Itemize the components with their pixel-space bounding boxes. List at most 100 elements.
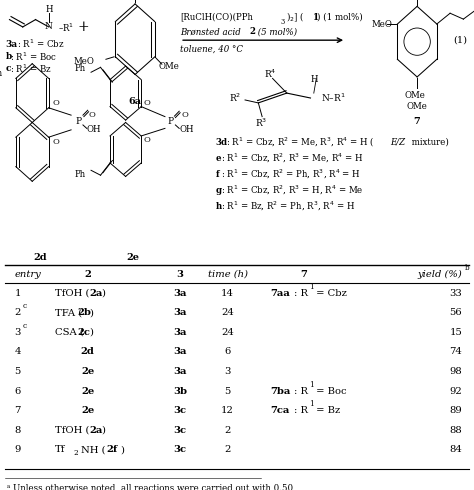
Text: OH: OH	[87, 125, 101, 134]
Text: 7: 7	[14, 406, 20, 415]
Text: 3a: 3a	[6, 40, 18, 49]
Text: h: h	[216, 202, 222, 211]
Text: –R$^1$: –R$^1$	[58, 22, 74, 34]
Text: TfOH (: TfOH (	[55, 426, 89, 435]
Text: 2: 2	[73, 449, 78, 457]
Text: ) (1 mol%): ) (1 mol%)	[317, 13, 363, 22]
Text: TfOH (: TfOH (	[55, 289, 89, 297]
Text: 2d: 2d	[34, 253, 47, 262]
Text: +: +	[77, 20, 89, 34]
Text: 2: 2	[224, 426, 231, 435]
Text: : R$^1$ = Cbz, R$^2$ = Me, R$^3$, R$^4$ = H (: : R$^1$ = Cbz, R$^2$ = Me, R$^3$, R$^4$ …	[226, 135, 374, 149]
Text: 9: 9	[14, 445, 20, 454]
Text: 89: 89	[449, 406, 462, 415]
Text: = Boc: = Boc	[313, 387, 346, 395]
Text: 33: 33	[449, 289, 462, 297]
Text: 3d: 3d	[216, 138, 228, 147]
Text: : R: : R	[294, 289, 308, 297]
Text: toluene, 40 °C: toluene, 40 °C	[180, 45, 243, 53]
Text: : R: : R	[294, 387, 308, 395]
Text: 3: 3	[177, 270, 183, 279]
Text: CSA (: CSA (	[55, 328, 83, 337]
Text: : R$^1$ = Cbz, R$^2$, R$^3$ = Me, R$^4$ = H: : R$^1$ = Cbz, R$^2$, R$^3$ = Me, R$^4$ …	[221, 152, 364, 165]
Text: P: P	[75, 117, 81, 125]
Text: Brønsted acid: Brønsted acid	[180, 27, 244, 36]
Text: 2d: 2d	[81, 347, 95, 356]
Text: H: H	[310, 75, 318, 84]
Text: OH: OH	[179, 125, 194, 134]
Text: (1): (1)	[453, 36, 467, 45]
Text: N–R$^1$: N–R$^1$	[321, 92, 346, 104]
Text: 3a: 3a	[173, 347, 187, 356]
Text: R$^3$: R$^3$	[255, 116, 267, 129]
Text: 2c: 2c	[77, 328, 90, 337]
Text: Ph: Ph	[0, 69, 2, 78]
Text: N: N	[45, 23, 53, 31]
Text: 84: 84	[449, 445, 462, 454]
Text: time (h): time (h)	[208, 270, 247, 279]
Text: entry: entry	[14, 270, 41, 279]
Text: 2: 2	[224, 445, 231, 454]
Text: 2: 2	[14, 308, 20, 317]
Text: O: O	[144, 98, 150, 107]
Text: 12: 12	[221, 406, 234, 415]
Text: 6: 6	[14, 387, 20, 395]
Text: : R: : R	[294, 406, 308, 415]
Text: : R$^1$ = Cbz: : R$^1$ = Cbz	[17, 38, 64, 50]
Text: OMe: OMe	[404, 91, 425, 100]
Text: 2f: 2f	[107, 445, 118, 454]
Text: = Bz: = Bz	[313, 406, 340, 415]
Text: NH (: NH (	[81, 445, 105, 454]
Text: 7: 7	[300, 270, 307, 279]
Text: ): )	[101, 289, 105, 297]
Text: 3a: 3a	[173, 308, 187, 317]
Text: 15: 15	[449, 328, 462, 337]
Text: R$^4$: R$^4$	[264, 67, 276, 80]
Text: b: b	[6, 52, 12, 61]
Text: 7aa: 7aa	[270, 289, 290, 297]
Text: : R$^1$ = Bz: : R$^1$ = Bz	[10, 62, 52, 75]
Text: 2e: 2e	[126, 253, 139, 262]
Text: 88: 88	[449, 426, 462, 435]
Text: OMe: OMe	[407, 102, 428, 111]
Text: MeO: MeO	[372, 20, 392, 28]
Text: 74: 74	[449, 347, 462, 356]
Text: )$_2$] (: )$_2$] (	[286, 10, 305, 24]
Text: : R$^1$ = Cbz, R$^2$, R$^3$ = H, R$^4$ = Me: : R$^1$ = Cbz, R$^2$, R$^3$ = H, R$^4$ =…	[221, 184, 364, 197]
Text: MeO: MeO	[73, 57, 94, 66]
Text: ): )	[120, 445, 124, 454]
Text: Ph: Ph	[74, 64, 85, 73]
Text: TFA (: TFA (	[55, 308, 82, 317]
Text: 2e: 2e	[81, 406, 94, 415]
Text: mixture): mixture)	[409, 138, 448, 147]
Text: 2: 2	[84, 270, 91, 279]
Text: 3: 3	[14, 328, 20, 337]
Text: g: g	[216, 186, 222, 195]
Text: E/Z: E/Z	[390, 138, 405, 147]
Text: Tf: Tf	[55, 445, 65, 454]
Text: 1: 1	[309, 381, 314, 389]
Text: : R$^1$ = Bz, R$^2$ = Ph, R$^3$, R$^4$ = H: : R$^1$ = Bz, R$^2$ = Ph, R$^3$, R$^4$ =…	[221, 200, 356, 213]
Text: R$^2$: R$^2$	[229, 92, 242, 104]
Text: 2e: 2e	[81, 367, 94, 376]
Text: f: f	[216, 170, 219, 179]
Text: 4: 4	[14, 347, 21, 356]
Text: b: b	[465, 264, 469, 272]
Text: 3b: 3b	[173, 387, 187, 395]
Text: O: O	[52, 138, 59, 146]
Text: Ph: Ph	[74, 170, 85, 179]
Text: 14: 14	[221, 289, 234, 297]
Text: 7ca: 7ca	[270, 406, 290, 415]
Text: = Cbz: = Cbz	[313, 289, 346, 297]
Text: 92: 92	[449, 387, 462, 395]
Text: 24: 24	[221, 328, 234, 337]
Text: 24: 24	[221, 308, 234, 317]
Text: O: O	[89, 111, 96, 119]
Text: yield (%): yield (%)	[418, 270, 462, 279]
Text: 98: 98	[449, 367, 462, 376]
Text: 1: 1	[313, 13, 319, 22]
Text: 7: 7	[414, 117, 420, 125]
Text: 3c: 3c	[173, 406, 187, 415]
Text: 3c: 3c	[173, 445, 187, 454]
Text: OMe: OMe	[159, 62, 180, 71]
